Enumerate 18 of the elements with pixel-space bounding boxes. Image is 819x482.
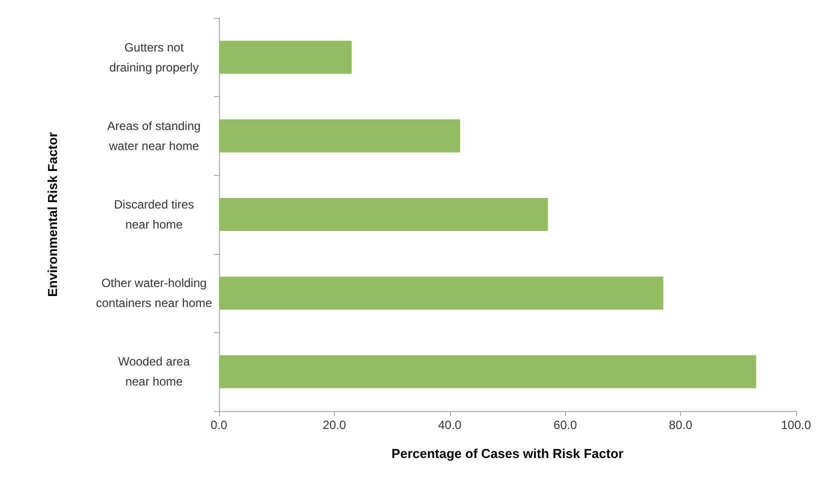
x-tick-label: 20.0 (322, 418, 346, 432)
y-axis-title: Environmental Risk Factor (45, 132, 60, 297)
x-tick-label: 100.0 (780, 418, 812, 432)
bar (219, 119, 460, 152)
x-axis-title: Percentage of Cases with Risk Factor (392, 446, 624, 461)
y-tick-label: Discarded tires near home (114, 198, 194, 232)
x-tick-label: 0.0 (210, 418, 228, 432)
y-tick-label: Other water-holding containers near home (96, 276, 212, 310)
y-tick-label: Areas of standing water near home (107, 118, 201, 153)
y-tick-label: Wooded area near home (118, 354, 190, 389)
bar (219, 40, 352, 74)
bar (219, 276, 664, 310)
bar (219, 198, 548, 232)
bar (219, 355, 756, 388)
y-tick-label: Gutters not draining properly (109, 40, 199, 74)
x-tick-label: 60.0 (554, 418, 578, 432)
x-tick-label: 80.0 (668, 418, 693, 432)
x-tick-label: 40.0 (438, 418, 462, 432)
